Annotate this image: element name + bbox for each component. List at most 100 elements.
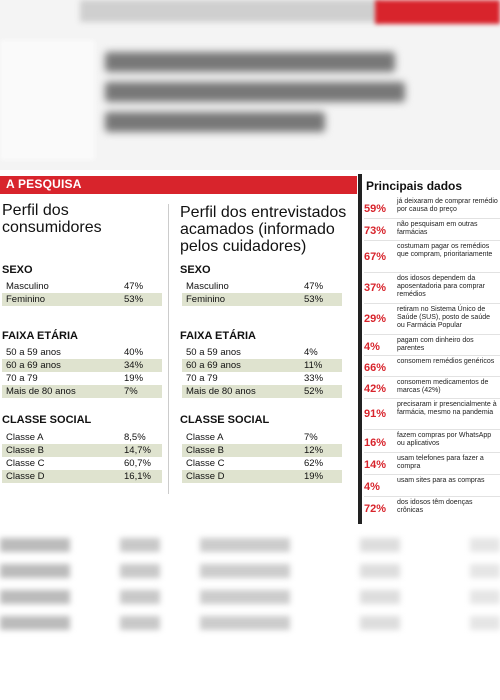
row-label: 70 a 79 xyxy=(6,373,38,384)
separator xyxy=(364,398,500,399)
stat-text: consomem medicamentos de marcas (42%) xyxy=(397,379,489,394)
stat-text: usam telefones para fazer a compra xyxy=(397,455,484,470)
consumer-profile-column: Perfil dos consumidores xyxy=(2,202,162,236)
row-label: Mais de 80 anos xyxy=(186,386,256,397)
separator xyxy=(364,376,500,377)
row-value: 47% xyxy=(124,281,144,292)
blurred-row xyxy=(0,564,500,578)
separator xyxy=(364,429,500,430)
blurred-left-column xyxy=(0,40,95,160)
row-value: 7% xyxy=(124,386,138,397)
list-item: 14% usam telefones para fazer a compra xyxy=(364,454,500,475)
table-row: Masculino 47% xyxy=(182,280,342,293)
row-value: 60,7% xyxy=(124,458,151,469)
title-line: Perfil dos entrevistados xyxy=(180,204,347,221)
blurred-red-band xyxy=(375,0,500,24)
stat-text: já deixaram de comprar remédio por causa… xyxy=(397,198,498,213)
blurred-row xyxy=(0,616,500,630)
section-header: A PESQUISA xyxy=(0,176,357,194)
list-item: 4% pagam com dinheiro dos parentes xyxy=(364,336,500,356)
blurred-band xyxy=(80,0,380,22)
stat-percent: 91% xyxy=(364,408,387,420)
row-label: Classe A xyxy=(6,432,44,443)
row-label: Classe C xyxy=(6,458,45,469)
row-label: Classe C xyxy=(186,458,225,469)
row-value: 11% xyxy=(304,360,323,371)
table-row: 70 a 79 19% xyxy=(2,372,162,385)
row-value: 53% xyxy=(124,294,144,305)
separator xyxy=(364,334,500,335)
stat-percent: 4% xyxy=(364,341,380,353)
row-label: Classe D xyxy=(186,471,225,482)
stat-percent: 37% xyxy=(364,282,387,294)
blurred-headline xyxy=(105,52,415,142)
table-row: 70 a 79 33% xyxy=(182,372,342,385)
section-header-label: A PESQUISA xyxy=(6,177,82,191)
table-row: Classe B 14,7% xyxy=(2,444,162,457)
row-value: 8,5% xyxy=(124,432,146,443)
row-label: 50 a 59 anos xyxy=(186,347,241,358)
sexo-heading: SEXO xyxy=(2,264,33,276)
blurred-article-footer xyxy=(0,526,500,700)
row-value: 34% xyxy=(124,360,144,371)
stat-text: consomem remédios genéricos xyxy=(397,358,495,365)
title-line: acamados (informado xyxy=(180,221,335,238)
row-label: Feminino xyxy=(6,294,46,305)
bedridden-profile-column: Perfil dos entrevistados acamados (infor… xyxy=(180,204,355,255)
row-label: 60 a 69 anos xyxy=(186,360,241,371)
blurred-article-header xyxy=(0,0,500,170)
faixa-heading: FAIXA ETÁRIA xyxy=(180,330,256,342)
row-label: Masculino xyxy=(186,281,229,292)
row-value: 12% xyxy=(304,445,324,456)
list-item: 37% dos idosos dependem da aposentadoria… xyxy=(364,274,500,304)
stat-text: costumam pagar os remédios que compram, … xyxy=(397,243,493,258)
stat-percent: 29% xyxy=(364,313,387,325)
list-item: 67% costumam pagar os remédios que compr… xyxy=(364,242,500,273)
table-row: 60 a 69 anos 11% xyxy=(182,359,342,372)
separator xyxy=(364,474,500,475)
key-data-panel: Principais dados 59% já deixaram de comp… xyxy=(362,176,500,524)
stat-text: usam sites para as compras xyxy=(397,477,485,484)
list-item: 4% usam sites para as compras xyxy=(364,476,500,497)
row-value: 16,1% xyxy=(124,471,151,482)
stat-text: pagam com dinheiro dos parentes xyxy=(397,337,474,352)
row-label: 70 a 79 xyxy=(186,373,218,384)
table-row: Classe A 8,5% xyxy=(2,431,162,444)
table-row: Feminino 53% xyxy=(2,293,162,306)
list-item: 59% já deixaram de comprar remédio por c… xyxy=(364,196,500,219)
stat-percent: 66% xyxy=(364,362,387,374)
stat-text: dos idosos têm doenças crônicas xyxy=(397,499,473,514)
column-divider xyxy=(168,204,169,494)
list-item: 91% precisaram ir presencialmente à farm… xyxy=(364,400,500,430)
title-line: pelos cuidadores) xyxy=(180,238,307,255)
separator xyxy=(364,240,500,241)
stat-percent: 14% xyxy=(364,459,387,471)
row-label: Mais de 80 anos xyxy=(6,386,76,397)
row-value: 14,7% xyxy=(124,445,151,456)
separator xyxy=(364,303,500,304)
row-label: Masculino xyxy=(6,281,49,292)
stat-percent: 73% xyxy=(364,225,387,237)
stat-percent: 67% xyxy=(364,251,387,263)
stat-percent: 4% xyxy=(364,481,380,493)
divider xyxy=(358,174,362,524)
stat-percent: 59% xyxy=(364,203,387,215)
separator xyxy=(364,272,500,273)
row-value: 52% xyxy=(304,386,324,397)
sexo-heading: SEXO xyxy=(180,264,211,276)
row-value: 40% xyxy=(124,347,144,358)
stat-text: dos idosos dependem da aposentadoria par… xyxy=(397,275,485,298)
title-line: Perfil dos xyxy=(2,202,69,219)
row-value: 7% xyxy=(304,432,318,443)
separator xyxy=(364,496,500,497)
table-row: Classe C 60,7% xyxy=(2,457,162,470)
table-row: Classe D 16,1% xyxy=(2,470,162,483)
list-item: 72% dos idosos têm doenças crônicas xyxy=(364,498,500,520)
row-label: Classe A xyxy=(186,432,224,443)
row-value: 33% xyxy=(304,373,324,384)
table-row: 50 a 59 anos 40% xyxy=(2,346,162,359)
row-label: Feminino xyxy=(186,294,226,305)
row-value: 53% xyxy=(304,294,324,305)
blurred-row xyxy=(0,538,500,552)
stat-text: precisaram ir presencialmente à farmácia… xyxy=(397,401,497,416)
